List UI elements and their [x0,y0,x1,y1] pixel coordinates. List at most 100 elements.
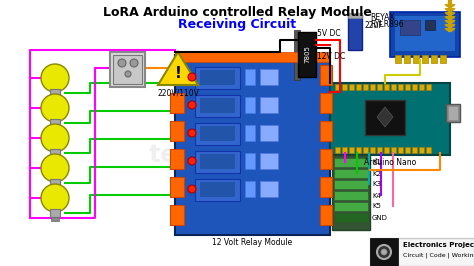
Text: 7805: 7805 [304,45,310,63]
Bar [370,147,375,153]
Circle shape [188,129,196,137]
Bar [320,205,332,225]
Bar [356,84,361,90]
Text: K2: K2 [372,171,381,177]
Bar [51,97,59,101]
Bar [195,123,240,145]
Text: 12 Volt Relay Module: 12 Volt Relay Module [212,238,292,247]
Bar [342,147,347,153]
Bar [384,147,389,153]
Bar [370,84,375,90]
Circle shape [377,245,391,259]
Circle shape [125,71,131,77]
Bar [395,55,401,63]
Bar [50,89,60,97]
Bar [413,55,419,63]
Bar [426,84,431,90]
Text: K5: K5 [372,203,381,210]
Circle shape [188,73,196,81]
Bar [377,147,382,153]
Bar [384,84,389,90]
Bar [245,125,255,141]
Bar [448,106,458,120]
Bar [195,95,240,117]
Bar [51,187,59,191]
Bar [195,151,240,173]
Bar [330,83,450,155]
Bar [245,153,255,169]
Bar [320,177,332,197]
Bar [170,121,184,141]
Bar [298,32,316,77]
Bar [51,217,59,221]
Bar [245,181,255,197]
Bar [245,69,255,85]
Circle shape [130,59,138,67]
Bar [170,65,184,85]
Text: RYLR896: RYLR896 [370,20,404,29]
Circle shape [188,157,196,165]
Bar [391,147,396,153]
Text: Arduino Nano: Arduino Nano [364,158,416,167]
Bar [377,84,382,90]
Bar [260,125,278,141]
Bar [356,147,361,153]
Bar [320,121,332,141]
Text: 12V DC: 12V DC [317,52,345,61]
Text: GND: GND [372,214,388,221]
Bar [349,84,354,90]
Bar [342,84,347,90]
Bar [334,169,368,178]
Bar [431,55,437,63]
Text: 5V DC: 5V DC [317,29,341,38]
Bar [170,93,184,113]
Bar [425,20,435,30]
Bar [412,147,417,153]
Bar [50,149,60,157]
Circle shape [381,249,387,255]
Bar [398,147,403,153]
Text: Receiving Circuit: Receiving Circuit [178,18,296,31]
Circle shape [118,59,126,67]
Bar [348,13,362,18]
Bar [405,147,410,153]
Bar [294,30,300,80]
Text: Circuit | Code | Working: Circuit | Code | Working [403,252,474,257]
Bar [334,202,368,211]
Bar [419,147,424,153]
Text: 220V/110V: 220V/110V [157,88,199,97]
Bar [170,149,184,169]
Bar [335,84,340,90]
Bar [332,155,370,230]
Bar [200,154,235,169]
Circle shape [41,94,69,122]
Bar [50,209,60,217]
Text: techtud.com: techtud.com [148,143,326,167]
Text: K3: K3 [372,181,381,188]
Bar [195,67,240,89]
Bar [370,238,474,266]
Bar [363,147,368,153]
Bar [334,180,368,189]
Bar [370,238,398,266]
Bar [51,127,59,131]
Circle shape [41,64,69,92]
Bar [50,119,60,127]
Bar [113,55,142,84]
Bar [405,84,410,90]
Bar [200,98,235,113]
Bar [200,70,235,85]
Bar [320,93,332,113]
Text: K4: K4 [372,193,381,198]
Bar [446,104,460,122]
Bar [334,213,368,222]
Text: LoRA Arduino controlled Relay Module: LoRA Arduino controlled Relay Module [102,6,372,19]
Bar [395,16,455,51]
Bar [390,12,460,57]
Bar [334,158,368,167]
Bar [363,84,368,90]
Circle shape [41,154,69,182]
Bar [260,181,278,197]
Bar [320,65,332,85]
Text: Electronics Projects: Electronics Projects [403,242,474,248]
